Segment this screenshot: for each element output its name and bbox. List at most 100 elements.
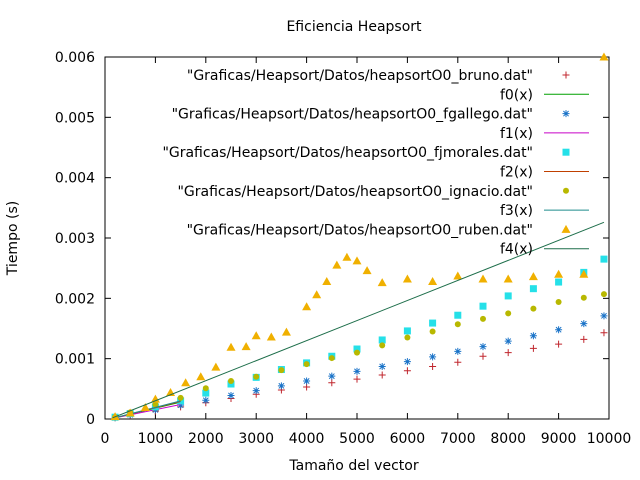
data-point [504,292,512,300]
data-point [580,335,588,343]
data-point [211,362,221,371]
data-point [342,252,352,261]
y-tick-label: 0.003 [55,231,95,247]
data-point [152,401,159,408]
data-point [429,353,437,361]
data-point [303,361,310,368]
data-point [281,327,291,336]
x-tick-label: 10000 [587,431,632,447]
data-point [428,276,438,285]
legend-label: f2(x) [500,165,533,181]
data-point [555,326,563,334]
data-point [479,343,487,351]
data-point [202,385,209,392]
legend-label: "Graficas/Heapsort/Datos/heapsortO0_rube… [187,222,533,238]
data-point [278,367,285,374]
data-point [252,387,260,395]
data-point [150,394,160,403]
data-point [599,52,609,61]
data-point [227,380,235,388]
series-9 [112,221,605,419]
legend: "Graficas/Heapsort/Datos/heapsortO0_brun… [162,68,589,258]
data-point [196,372,206,381]
data-point [555,278,563,286]
chart-title: Eficiencia Heapsort [286,19,422,35]
data-point [379,342,386,349]
data-point [377,278,387,287]
y-tick-label: 0.004 [55,171,95,187]
legend-label: "Graficas/Heapsort/Datos/heapsortO0_fjmo… [162,145,533,161]
data-point [353,367,361,375]
data-point [378,336,386,344]
data-point [478,274,488,283]
data-point [202,396,210,404]
data-point [177,394,184,401]
data-point [479,352,487,360]
data-point [125,408,135,417]
x-tick-label: 3000 [238,431,274,447]
data-point [454,347,462,355]
data-point [429,363,437,371]
x-tick-label: 2000 [188,431,224,447]
data-point [555,298,562,305]
data-point [403,367,411,375]
data-point [454,358,462,366]
legend-marker [562,71,570,79]
x-tick-label: 5000 [339,431,375,447]
data-point [378,363,386,371]
data-point [429,319,437,327]
x-tick-label: 4000 [289,431,325,447]
data-point [600,291,607,298]
data-point [227,391,235,399]
legend-marker [561,224,571,233]
data-point [277,382,285,390]
data-point [580,320,588,328]
data-point [302,302,312,311]
data-point [202,389,210,397]
series-2 [111,312,608,422]
data-point [354,349,360,356]
data-point [480,315,486,322]
legend-label: "Graficas/Heapsort/Datos/heapsortO0_brun… [187,68,533,84]
data-point [253,373,260,380]
y-axis-label: Tiempo (s) [5,201,21,276]
x-tick-label: 7000 [440,431,476,447]
data-point [403,358,411,366]
data-point [600,255,608,263]
series-layer [110,52,609,422]
data-point [429,328,436,335]
data-point [404,334,411,341]
data-point [579,269,589,278]
legend-label: f4(x) [500,242,533,258]
axis-ticks: 0 1000 2000 3000 4000 5000 6000 7000 8000 9000 100… [55,50,631,447]
series-0 [111,329,608,422]
legend-label: "Graficas/Heapsort/Datos/heapsortO0_igna… [177,184,533,200]
data-point [503,274,513,283]
legend-label: f3(x) [500,203,533,219]
data-point [266,332,276,341]
data-point [554,269,564,278]
legend-marker [563,187,569,194]
legend-marker [562,110,570,118]
data-point [353,375,361,383]
data-point [140,403,150,412]
data-point [177,401,185,409]
data-point [352,256,362,265]
data-point [362,266,372,275]
data-point [402,274,412,283]
data-point [226,342,236,351]
data-point [228,377,234,384]
series-6 [112,291,607,421]
data-point [328,355,335,362]
data-point [600,312,608,320]
legend-label: "Graficas/Heapsort/Datos/heapsortO0_fgal… [172,107,533,123]
data-point [479,302,487,310]
data-point [530,305,537,312]
data-point [322,276,332,285]
data-point [504,337,512,345]
data-point [529,285,537,293]
data-point [403,327,411,335]
y-tick-label: 0.006 [55,50,95,66]
data-point [332,260,342,269]
